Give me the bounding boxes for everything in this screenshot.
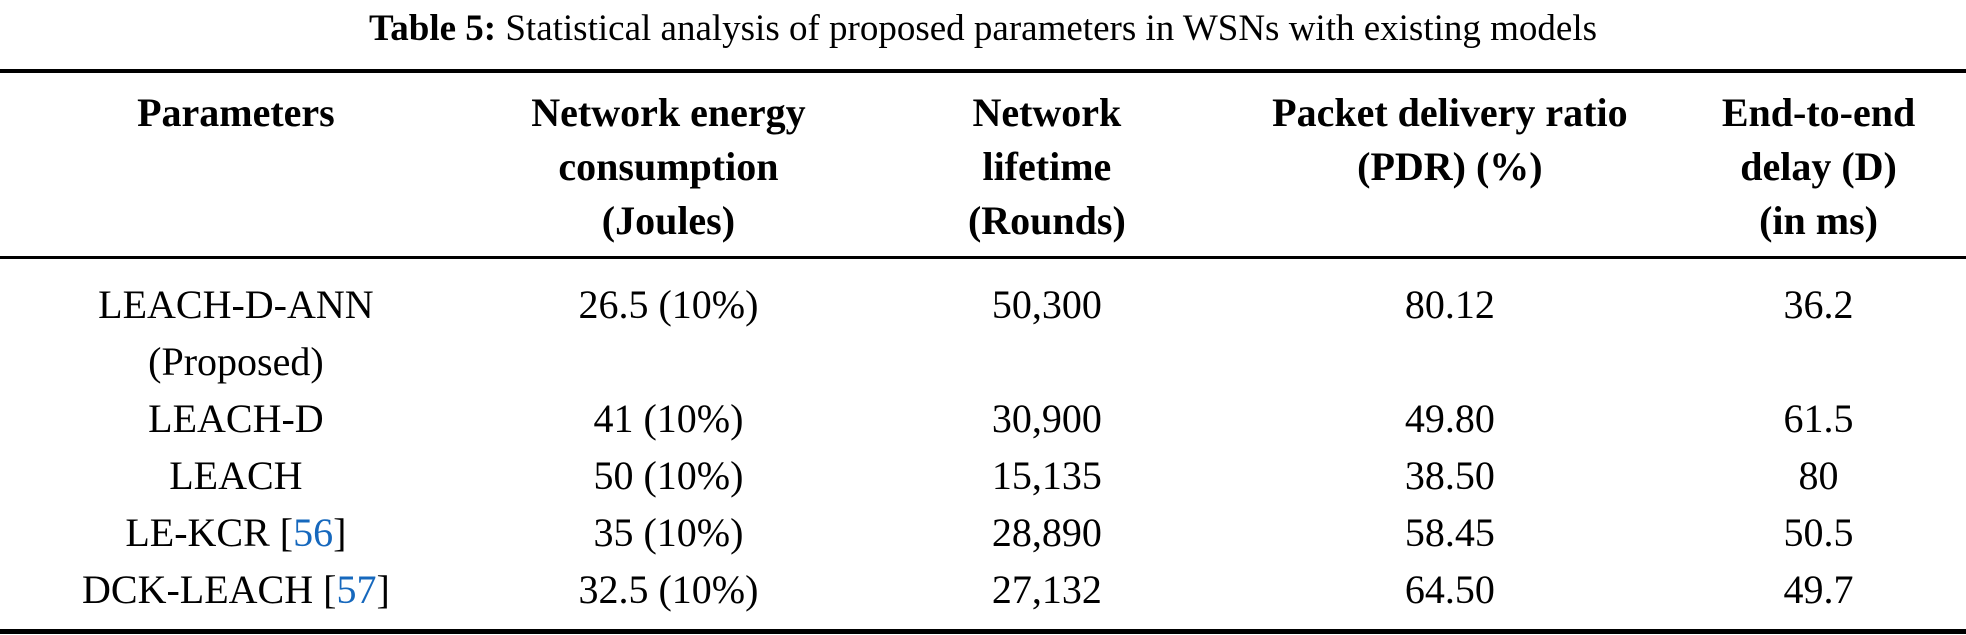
citation-bracket: ] xyxy=(333,510,347,555)
header-network-lifetime: Network lifetime (Rounds) xyxy=(865,71,1229,259)
cell-energy: 41 (10%) xyxy=(593,396,744,441)
table-header-row: Parameters Network energy consumption (J… xyxy=(0,71,1966,259)
cell-energy: 32.5 (10%) xyxy=(578,567,759,612)
cell-energy: 26.5 (10%) xyxy=(578,282,759,327)
header-parameters: Parameters xyxy=(0,71,472,259)
citation-link-56[interactable]: 56 xyxy=(293,510,334,555)
cell-parameter: LEACH xyxy=(169,453,303,498)
table-row: LEACH 50 (10%) 15,135 38.50 80 xyxy=(0,447,1966,504)
cell-delay: 80 xyxy=(1798,453,1839,498)
table-row: DCK-LEACH [57] 32.5 (10%) 27,132 64.50 4… xyxy=(0,561,1966,632)
cell-parameter: DCK-LEACH [57] xyxy=(0,561,472,632)
table-row: LE-KCR [56] 35 (10%) 28,890 58.45 50.5 xyxy=(0,504,1966,561)
cell-delay: 50.5 xyxy=(1783,510,1854,555)
cell-lifetime: 50,300 xyxy=(991,282,1102,327)
model-name: DCK-LEACH [ xyxy=(82,567,337,612)
cell-pdr: 38.50 xyxy=(1404,453,1495,498)
table-caption: Table 5: Statistical analysis of propose… xyxy=(0,0,1966,52)
model-name: LE-KCR [ xyxy=(125,510,294,555)
table-caption-label: Table 5: xyxy=(368,8,497,49)
header-end-to-end-delay: End-to-end delay (D) (in ms) xyxy=(1671,71,1966,259)
cell-pdr: 58.45 xyxy=(1404,510,1495,555)
cell-pdr: 64.50 xyxy=(1404,567,1495,612)
cell-parameter: LEACH-D xyxy=(148,396,324,441)
cell-energy: 50 (10%) xyxy=(593,453,744,498)
cell-lifetime: 27,132 xyxy=(991,567,1102,612)
table-caption-text: Statistical analysis of proposed paramet… xyxy=(496,8,1598,49)
cell-lifetime: 30,900 xyxy=(991,396,1102,441)
cell-delay: 61.5 xyxy=(1783,396,1854,441)
cell-delay: 36.2 xyxy=(1783,282,1854,327)
cell-pdr: 49.80 xyxy=(1404,396,1495,441)
statistics-table: Parameters Network energy consumption (J… xyxy=(0,69,1966,634)
citation-link-57[interactable]: 57 xyxy=(336,567,377,612)
cell-lifetime: 28,890 xyxy=(991,510,1102,555)
citation-bracket: ] xyxy=(376,567,390,612)
table-row: LEACH-D-ANN (Proposed) 26.5 (10%) 50,300… xyxy=(0,258,1966,391)
cell-parameter: LE-KCR [56] xyxy=(0,504,472,561)
header-network-energy-consumption: Network energy consumption (Joules) xyxy=(471,71,866,259)
cell-delay: 49.7 xyxy=(1783,567,1854,612)
table-row: LEACH-D 41 (10%) 30,900 49.80 61.5 xyxy=(0,390,1966,447)
cell-lifetime: 15,135 xyxy=(991,453,1102,498)
cell-pdr: 80.12 xyxy=(1404,282,1495,327)
cell-energy: 35 (10%) xyxy=(593,510,744,555)
cell-parameter: LEACH-D-ANN (Proposed) xyxy=(98,282,374,384)
header-packet-delivery-ratio: Packet delivery ratio (PDR) (%) xyxy=(1228,71,1672,259)
